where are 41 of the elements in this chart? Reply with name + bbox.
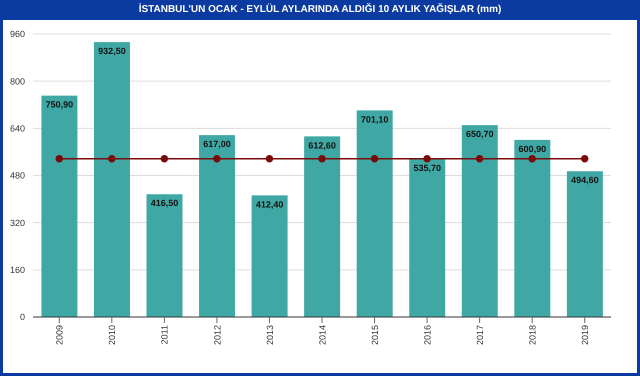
y-tick-label: 480 [10,170,25,181]
bar [146,194,182,317]
x-tick-label: 2015 [370,325,380,346]
data-label: 750,90 [46,100,74,110]
data-label: 600,90 [518,144,546,154]
x-tick-label: 2019 [580,325,590,346]
bar [356,110,393,317]
bar [409,159,446,317]
x-tick-label: 2014 [317,325,328,346]
data-label: 617,00 [203,139,231,150]
y-tick-label: 160 [10,265,25,276]
data-label: 701,10 [360,114,388,124]
data-label: 494,60 [571,175,599,186]
y-tick-label: 800 [10,76,25,86]
bar [514,140,550,317]
x-tick-label: 2017 [475,325,486,346]
bar [94,42,130,317]
x-tick-label: 2011 [160,325,170,344]
data-label: 650,70 [466,129,494,140]
x-tick-label: 2013 [264,325,275,346]
data-label: 412,40 [256,199,284,210]
bar [566,171,603,317]
data-label: 612,60 [308,140,336,150]
x-tick-label: 2012 [212,325,222,346]
x-tick-label: 2010 [107,325,118,346]
data-label: 932,50 [98,46,126,56]
x-tick-label: 2018 [528,325,538,346]
bar [462,125,498,317]
y-tick-label: 320 [10,218,25,228]
data-label: 416,50 [150,198,178,208]
bar [304,136,340,317]
bar [252,195,288,317]
bar [199,135,236,317]
x-tick-label: 2016 [422,325,432,346]
y-tick-label: 960 [10,29,25,40]
y-tick-label: 0 [20,312,25,322]
x-tick-label: 2009 [54,325,65,346]
y-tick-label: 640 [10,124,25,134]
bar [41,96,78,317]
chart-title: İSTANBUL'UN OCAK - EYLÜL AYLARINDA ALDIĞI 10 AYLIK YAĞIŞLAR (mm) [138,2,502,17]
data-label: 535,70 [413,163,441,174]
